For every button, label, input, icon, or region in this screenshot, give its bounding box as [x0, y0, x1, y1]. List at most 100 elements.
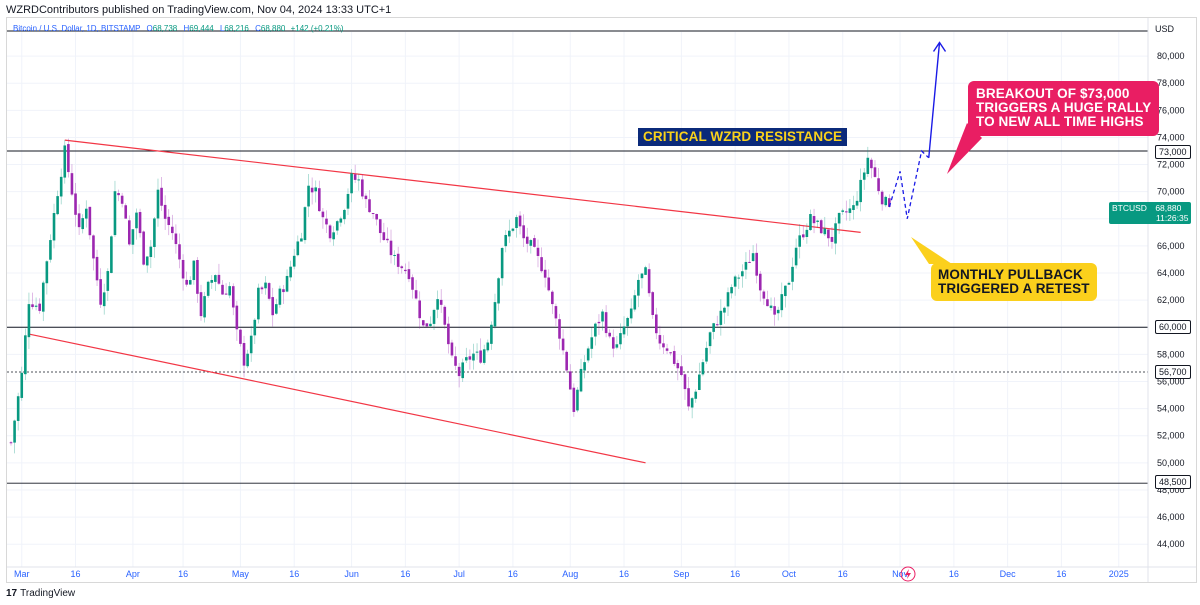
candle-body [163, 204, 167, 219]
candle-body [368, 199, 371, 213]
breakout-line-3: TO NEW ALL TIME HIGHS [976, 114, 1144, 130]
x-tick-label: Jun [344, 569, 359, 579]
candle-body [558, 319, 561, 339]
y-tick-label: 52,000 [1157, 431, 1185, 441]
candle-body [522, 225, 525, 239]
candle-body [561, 338, 565, 351]
lightning-icon[interactable] [900, 566, 916, 582]
candle-body [149, 246, 153, 258]
candle-body [665, 348, 669, 351]
candle-body [590, 337, 594, 349]
high-label: H [183, 24, 190, 33]
x-tick-label: 16 [289, 569, 299, 579]
candle-body [586, 348, 590, 361]
y-tick-label: 50,000 [1157, 458, 1185, 468]
x-tick-label: Jul [453, 569, 465, 579]
candle-body [859, 179, 862, 203]
price-tag-48500[interactable]: 48,500 [1155, 475, 1191, 489]
candle-body [730, 287, 733, 294]
candle-body [267, 283, 271, 299]
tradingview-logo[interactable]: 17 TradingView [6, 588, 75, 599]
open-value: 68,738 [152, 24, 178, 33]
candle-body [120, 195, 124, 204]
y-tick-label: 74,000 [1157, 132, 1185, 142]
candle-body [318, 188, 321, 212]
projection-arrow-line [928, 42, 941, 158]
candle-body [131, 229, 135, 245]
candle-body [443, 306, 447, 325]
price-chart[interactable]: 44,000 46,000 48,000 50,000 52,000 54,000 56,0… [7, 18, 1197, 583]
candle-body [694, 391, 698, 399]
candle-body [346, 193, 350, 209]
candle-body [486, 342, 490, 351]
candle-body [196, 259, 199, 294]
candle-body [525, 236, 529, 244]
current-price-tag[interactable]: BTCUSD 68,880 11:26:35 [1109, 202, 1192, 224]
y-tick-label: 76,000 [1157, 105, 1185, 115]
tradingview-brand: TradingView [20, 588, 76, 599]
candle-body [518, 215, 522, 227]
candle-body [852, 205, 855, 210]
candle-body [70, 173, 74, 195]
pullback-pointer [911, 237, 952, 264]
candle-body [812, 216, 816, 224]
candle-body [321, 211, 325, 218]
x-tick-label: 2025 [1109, 569, 1129, 579]
candle-body [669, 352, 672, 354]
candle-body [361, 179, 364, 197]
candle-body [106, 271, 110, 291]
candle-body [353, 174, 357, 180]
candle-body [698, 374, 701, 391]
candle-body [773, 306, 776, 315]
candle-body [715, 324, 719, 326]
candle-body [386, 238, 389, 241]
candle-body [206, 281, 210, 296]
low-value: 68,216 [224, 24, 249, 33]
candle-body [787, 282, 791, 285]
candle-body [862, 172, 866, 180]
candle-body [52, 213, 56, 241]
candle-body [156, 189, 160, 219]
channel-lines [28, 139, 861, 464]
axis-currency: USD [1155, 24, 1175, 34]
candle-body [171, 226, 174, 234]
candle-body [551, 291, 554, 305]
x-tick-label: 16 [1056, 569, 1066, 579]
candle-body [529, 240, 533, 246]
candle-body [784, 285, 787, 297]
candle-body [655, 314, 658, 334]
candle-body [142, 231, 145, 265]
breakout-pointer [947, 123, 982, 174]
candle-body [31, 304, 34, 308]
candle-body [762, 291, 766, 299]
candle-body [188, 280, 192, 285]
candle-body [292, 255, 296, 267]
candle-body [766, 299, 769, 307]
candle-body [418, 300, 421, 319]
x-tick-label: Sep [673, 569, 689, 579]
candle-body [350, 173, 353, 194]
price-tag-73000[interactable]: 73,000 [1155, 145, 1191, 159]
candle-body [744, 261, 748, 270]
chart-panel[interactable]: 44,000 46,000 48,000 50,000 52,000 54,000 56,0… [6, 17, 1197, 583]
candle-body [81, 218, 84, 230]
candle-body [809, 214, 812, 231]
x-tick-label: May [232, 569, 250, 579]
projection-dashed-path [888, 149, 930, 219]
projection-arrow-head [932, 41, 947, 52]
candle-body [834, 223, 837, 244]
candle-body [343, 209, 346, 220]
candle-body [113, 191, 117, 236]
candle-body [84, 208, 88, 219]
candle-body [242, 342, 246, 366]
candle-body [755, 252, 758, 276]
candle-body [776, 309, 780, 314]
critical-resistance-label: CRITICAL WZRD RESISTANCE [638, 128, 848, 147]
price-tag-56700[interactable]: 56,700 [1155, 365, 1191, 379]
x-tick-label: 16 [619, 569, 629, 579]
price-tag-60000[interactable]: 60,000 [1155, 320, 1191, 334]
candle-body [49, 240, 52, 260]
x-tick-label: 16 [508, 569, 518, 579]
candle-body [576, 389, 579, 411]
candle-body [260, 287, 264, 290]
